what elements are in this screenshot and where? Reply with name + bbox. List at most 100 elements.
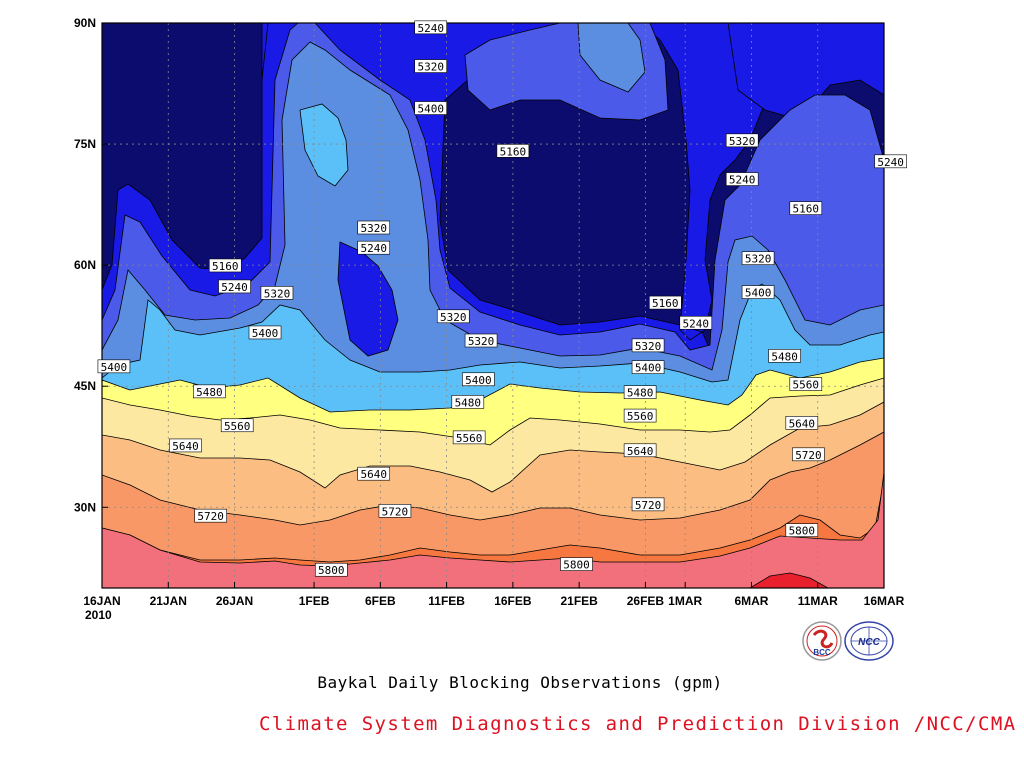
contour-label-box <box>631 497 665 512</box>
contour-label-box <box>462 372 495 387</box>
contour-label-box <box>679 315 713 330</box>
contour-label-text: 5480 <box>196 386 223 399</box>
contour-label-text: 5560 <box>793 379 820 392</box>
contour-label-text: 5320 <box>360 222 387 235</box>
contour-label-text: 5160 <box>652 297 679 310</box>
contour-label-box <box>560 557 593 571</box>
contour-label: 5240 <box>357 240 391 255</box>
contour-label-box <box>414 59 448 73</box>
contour-label: 5720 <box>792 447 825 462</box>
contour-label: 5560 <box>452 430 486 445</box>
contour-labels: 5240 5320 5400 5160 5320 5240 5160 5240 5320 5240… <box>97 20 907 577</box>
bcc-logo-text: BCC <box>813 648 831 657</box>
contour-label-box <box>208 258 242 273</box>
contour-label: 5400 <box>248 325 282 340</box>
contour-label-box <box>193 384 226 399</box>
contour-label-box <box>436 309 470 324</box>
contour-label: 5400 <box>462 372 495 387</box>
contour-label-text: 5560 <box>627 410 654 423</box>
contour-label-box <box>414 20 448 35</box>
contour-label-box <box>496 144 530 158</box>
contour-label-text: 5800 <box>563 559 590 572</box>
contour-label-box <box>623 443 657 458</box>
y-tick-label: 60N <box>74 258 96 272</box>
contour-label: 5480 <box>193 384 226 399</box>
contour-label-text: 5400 <box>635 362 662 375</box>
contour-label-box <box>464 333 498 348</box>
x-tick-label: 1FEB <box>299 594 330 608</box>
contour-label: 5480 <box>623 385 657 400</box>
contour-label-text: 5640 <box>789 417 816 430</box>
contour-label-text: 5320 <box>417 61 444 74</box>
contour-label: 5720 <box>378 504 412 518</box>
fill-5880-lower <box>102 471 884 588</box>
contour-label-box <box>378 504 412 518</box>
contour-label-text: 5400 <box>745 287 772 300</box>
contour-label: 5320 <box>464 333 498 348</box>
bcc-logo: BCC <box>802 621 842 661</box>
year-label: 2010 <box>85 608 112 622</box>
contour-label: 5640 <box>357 466 391 481</box>
contour-label-text: 5320 <box>440 311 467 324</box>
contour-label: 5400 <box>97 359 131 374</box>
x-tick-label: 16MAR <box>864 594 905 608</box>
y-tick-label: 75N <box>74 137 96 151</box>
contour-label-box <box>789 377 823 391</box>
contour-label: 5800 <box>560 557 593 572</box>
contour-label-text: 5720 <box>382 505 409 518</box>
contour-label-text: 5720 <box>635 499 662 512</box>
contour-label-box <box>741 285 775 299</box>
contour-label: 5720 <box>631 497 665 512</box>
contour-label-box <box>623 385 657 399</box>
contour-label-text: 5560 <box>224 420 251 433</box>
fill-5720-5800 <box>102 431 884 588</box>
contour-label-box <box>789 201 823 215</box>
x-tick-label: 6MAR <box>734 594 768 608</box>
contour-label-text: 5720 <box>795 449 822 462</box>
x-tick-label: 26FEB <box>627 594 665 608</box>
contour-label-text: 5160 <box>793 203 820 216</box>
contour-label-text: 5480 <box>771 350 798 363</box>
contour-label-text: 5240 <box>417 22 444 35</box>
chart-title: Baykal Daily Blocking Observations (gpm) <box>317 673 723 692</box>
contour-label-box <box>414 101 448 115</box>
contour-label: 5160 <box>496 144 530 158</box>
contour-label: 5400 <box>414 101 448 116</box>
contour-label-box <box>169 438 202 453</box>
contour-label-text: 5320 <box>745 253 772 266</box>
x-tick-label: 16JAN <box>83 594 120 608</box>
contour-label-box <box>768 349 801 363</box>
axes: 16JAN 21JAN 26JAN 1FEB 6FEB 11FEB 16FEB 21FEB 26… <box>74 16 905 608</box>
fill-5400-closed <box>299 103 349 187</box>
y-tick-label: 30N <box>74 500 96 514</box>
contour-label-text: 5480 <box>455 396 482 409</box>
contour-label: 5720 <box>194 508 227 523</box>
contour-label-text: 5320 <box>468 335 495 348</box>
credit-line: Climate System Diagnostics and Predictio… <box>259 713 1017 735</box>
contour-label: 5320 <box>357 220 391 235</box>
x-tick-label: 11MAR <box>798 594 838 608</box>
contour-label-text: 5640 <box>627 445 654 458</box>
grid <box>102 23 884 588</box>
contour-label: 5320 <box>436 309 470 324</box>
contour-label-text: 5560 <box>456 432 483 445</box>
contour-label-text: 5400 <box>465 374 492 387</box>
contour-label-text: 5240 <box>729 174 756 187</box>
ncc-logo: NCC <box>844 621 894 661</box>
contour-label: 5160 <box>208 258 242 273</box>
contour-label-text: 5240 <box>360 242 387 255</box>
contour-label-box <box>357 240 391 255</box>
contour-label-text: 5400 <box>101 361 128 374</box>
contour-label: 5560 <box>220 418 254 433</box>
fill-5160-5240-top <box>261 23 884 121</box>
contour-label-text: 5720 <box>197 510 224 523</box>
contour-label: 5640 <box>623 443 657 458</box>
contour-label-box <box>357 220 391 235</box>
contour-label: 5240 <box>874 154 907 169</box>
contour-label-box <box>785 416 819 430</box>
contour-fills <box>102 23 884 588</box>
contour-label-text: 5800 <box>318 564 345 577</box>
contour-label-text: 5800 <box>789 525 816 538</box>
x-tick-label: 16FEB <box>494 594 532 608</box>
